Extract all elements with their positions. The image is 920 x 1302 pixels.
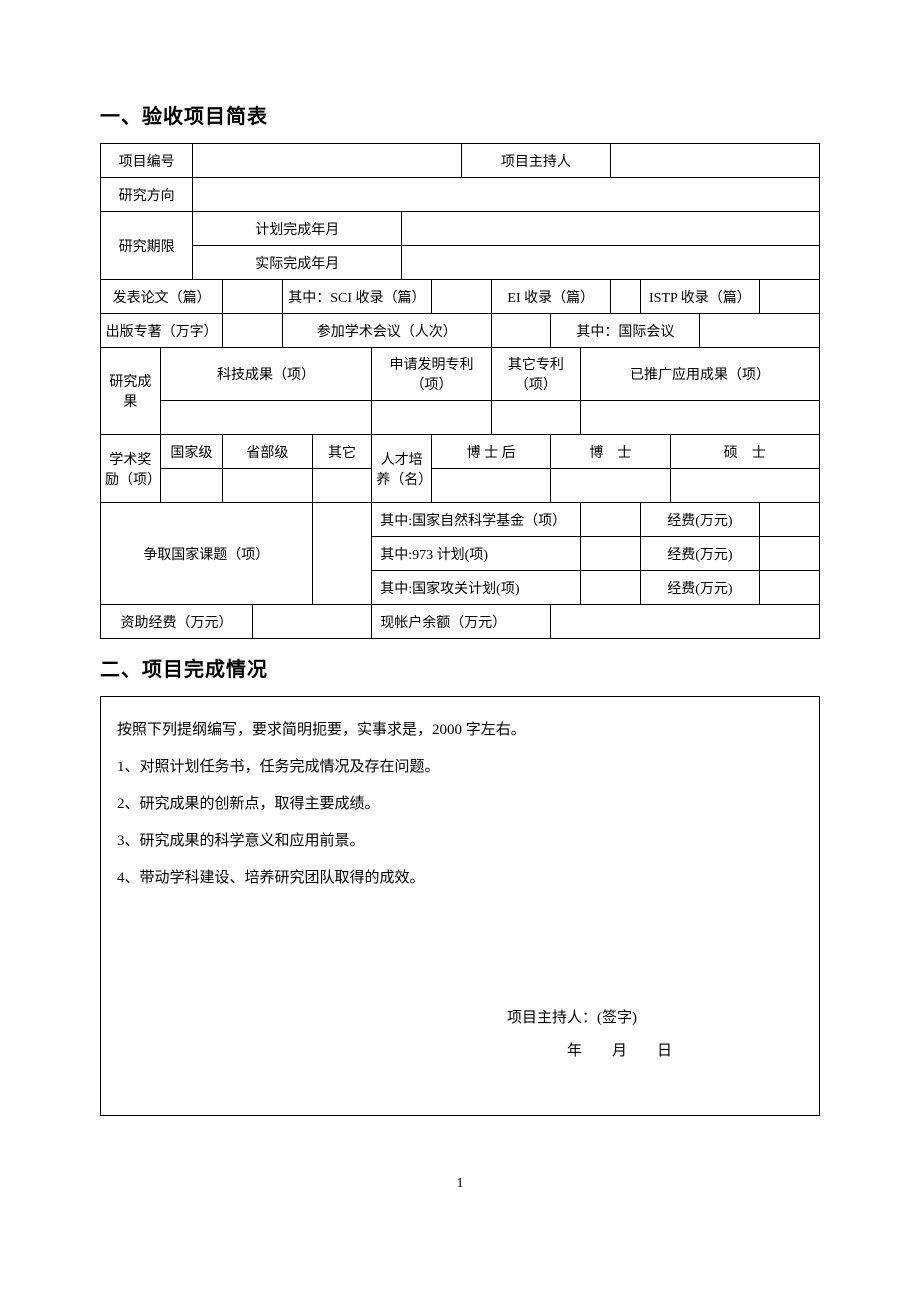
value-key-program-expense[interactable] xyxy=(760,571,820,605)
label-ei: EI 收录（篇） xyxy=(491,280,610,314)
value-istp[interactable] xyxy=(760,280,820,314)
value-sci[interactable] xyxy=(431,280,491,314)
value-nsfc[interactable] xyxy=(581,503,641,537)
value-other[interactable] xyxy=(312,469,372,503)
label-key-program: 其中:国家攻关计划(项) xyxy=(372,571,581,605)
section1-title: 一、验收项目简表 xyxy=(100,100,820,129)
label-expense-2: 经费(万元) xyxy=(640,537,759,571)
label-national-projects: 争取国家课题（项） xyxy=(101,503,313,605)
section2-item-3: 3、研究成果的科学意义和应用前景。 xyxy=(117,828,803,855)
label-research-results: 研究成果 xyxy=(101,348,161,435)
value-national[interactable] xyxy=(160,469,223,503)
value-tech-achievements[interactable] xyxy=(160,401,372,435)
label-research-direction: 研究方向 xyxy=(101,178,193,212)
label-invention-patents: 申请发明专利（项） xyxy=(372,348,491,401)
value-ministerial[interactable] xyxy=(223,469,312,503)
value-nsfc-expense[interactable] xyxy=(760,503,820,537)
section2-item-2: 2、研究成果的创新点，取得主要成绩。 xyxy=(117,791,803,818)
value-invention-patents[interactable] xyxy=(372,401,491,435)
label-research-period: 研究期限 xyxy=(101,212,193,280)
signature-leader: 项目主持人：(签字) xyxy=(507,1002,803,1035)
value-key-program[interactable] xyxy=(581,571,641,605)
label-national: 国家级 xyxy=(160,435,223,469)
value-national-projects[interactable] xyxy=(312,503,372,605)
value-postdoc[interactable] xyxy=(431,469,550,503)
label-funding-amount: 资助经费（万元） xyxy=(101,605,253,639)
value-973[interactable] xyxy=(581,537,641,571)
label-monographs: 出版专著（万字） xyxy=(101,314,223,348)
label-project-no: 项目编号 xyxy=(101,144,193,178)
label-other-patents: 其它专利（项） xyxy=(491,348,580,401)
label-tech-achievements: 科技成果（项） xyxy=(160,348,372,401)
label-phd: 博 士 xyxy=(551,435,670,469)
value-conferences[interactable] xyxy=(491,314,551,348)
value-ei[interactable] xyxy=(610,280,640,314)
label-973: 其中:973 计划(项) xyxy=(372,537,581,571)
label-expense-1: 经费(万元) xyxy=(640,503,759,537)
section2-item-1: 1、对照计划任务书，任务完成情况及存在问题。 xyxy=(117,754,803,781)
label-ministerial: 省部级 xyxy=(223,435,312,469)
value-research-direction[interactable] xyxy=(193,178,820,212)
value-other-patents[interactable] xyxy=(491,401,580,435)
section2-title: 二、项目完成情况 xyxy=(100,653,820,682)
value-project-no[interactable] xyxy=(193,144,461,178)
label-conferences: 参加学术会议（人次） xyxy=(282,314,491,348)
signature-date: 年 月 日 xyxy=(507,1035,803,1068)
value-promoted-results[interactable] xyxy=(581,401,820,435)
label-sci: 其中：SCI 收录（篇） xyxy=(282,280,431,314)
label-project-leader: 项目主持人 xyxy=(461,144,610,178)
label-actual-completion: 实际完成年月 xyxy=(193,246,402,280)
label-master: 硕 士 xyxy=(670,435,819,469)
value-intl-conferences[interactable] xyxy=(700,314,820,348)
label-intl-conferences: 其中：国际会议 xyxy=(551,314,700,348)
value-phd[interactable] xyxy=(551,469,670,503)
label-nsfc: 其中:国家自然科学基金（项） xyxy=(372,503,581,537)
label-talent-training: 人才培养（名） xyxy=(372,435,432,503)
label-postdoc: 博 士 后 xyxy=(431,435,550,469)
label-planned-completion: 计划完成年月 xyxy=(193,212,402,246)
value-funding-amount[interactable] xyxy=(252,605,371,639)
label-academic-awards: 学术奖励（项） xyxy=(101,435,161,503)
completion-status-box: 按照下列提纲编写，要求简明扼要，实事求是，2000 字左右。 1、对照计划任务书… xyxy=(100,696,820,1116)
label-published-papers: 发表论文（篇） xyxy=(101,280,223,314)
label-account-balance: 现帐户余额（万元） xyxy=(372,605,551,639)
label-other: 其它 xyxy=(312,435,372,469)
section2-item-4: 4、带动学科建设、培养研究团队取得的成效。 xyxy=(117,865,803,892)
value-account-balance[interactable] xyxy=(551,605,820,639)
section2-intro: 按照下列提纲编写，要求简明扼要，实事求是，2000 字左右。 xyxy=(117,717,803,744)
project-summary-table: 项目编号 项目主持人 研究方向 研究期限 计划完成年月 实际完成年月 发表论文（… xyxy=(100,143,820,639)
value-published-papers[interactable] xyxy=(223,280,283,314)
label-expense-3: 经费(万元) xyxy=(640,571,759,605)
value-actual-completion[interactable] xyxy=(402,246,820,280)
label-istp: ISTP 收录（篇） xyxy=(640,280,759,314)
page-number: 1 xyxy=(100,1176,820,1192)
value-planned-completion[interactable] xyxy=(402,212,820,246)
value-monographs[interactable] xyxy=(223,314,283,348)
signature-area: 项目主持人：(签字) 年 月 日 xyxy=(117,1002,803,1068)
label-promoted-results: 已推广应用成果（项） xyxy=(581,348,820,401)
value-973-expense[interactable] xyxy=(760,537,820,571)
value-master[interactable] xyxy=(670,469,819,503)
value-project-leader[interactable] xyxy=(610,144,819,178)
